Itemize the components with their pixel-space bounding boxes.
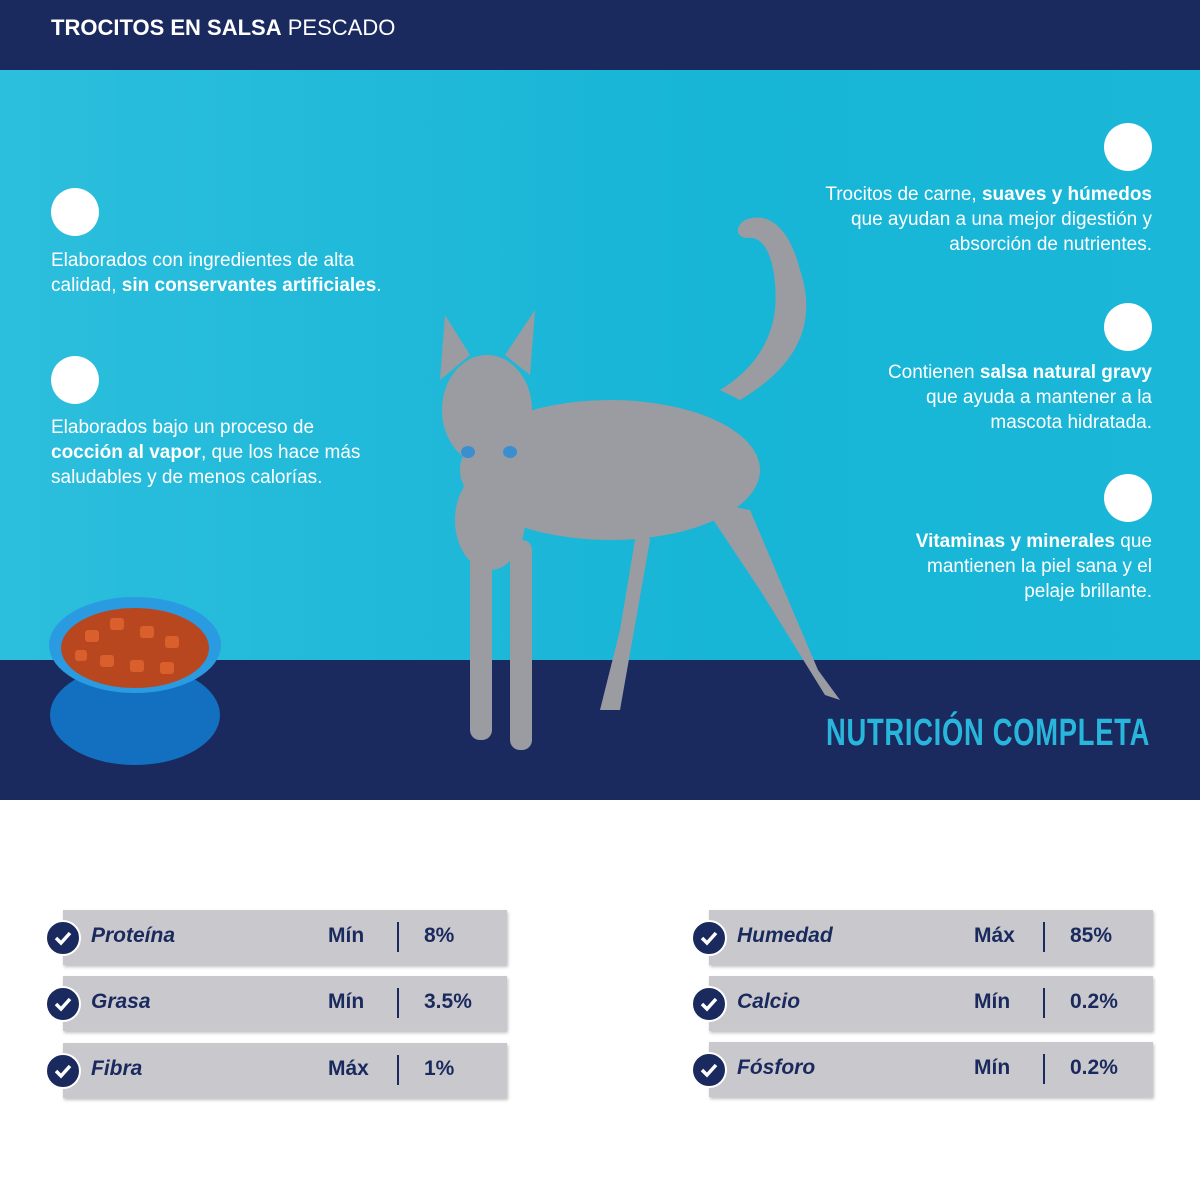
nutrient-row: Humedad Máx 85% bbox=[709, 910, 1153, 965]
cat-eye bbox=[461, 446, 475, 458]
feature-text: Contienen salsa natural gravy que ayuda … bbox=[882, 360, 1152, 435]
check-mark bbox=[700, 997, 718, 1012]
check-icon bbox=[691, 986, 727, 1022]
nutrient-value: 3.5% bbox=[424, 990, 472, 1013]
feature-part: Elaborados con ingredientes de alta cali… bbox=[51, 250, 355, 296]
check-mark bbox=[700, 931, 718, 946]
cat bbox=[440, 217, 840, 750]
nutrient-qualifier: Mín bbox=[974, 990, 1011, 1013]
header-bar bbox=[0, 0, 1200, 70]
feature-bold: salsa natural gravy bbox=[979, 362, 1152, 383]
check-icon bbox=[45, 920, 81, 956]
feature-bold: suaves y húmedos bbox=[981, 184, 1152, 205]
feature-part: que mantienen la piel sana y el pelaje b… bbox=[927, 531, 1152, 602]
feature-part: que ayudan a una mejor digestión y absor… bbox=[850, 209, 1152, 255]
check-icon bbox=[45, 1053, 81, 1089]
skin-icon bbox=[1104, 474, 1152, 522]
nutrient-name: Proteína bbox=[91, 924, 176, 947]
title-rest: PESCADO bbox=[287, 15, 396, 40]
divider bbox=[1043, 922, 1045, 952]
feature-text: Elaborados con ingredientes de alta cali… bbox=[51, 248, 391, 298]
feature-bold: Vitaminas y minerales bbox=[915, 531, 1116, 552]
hero-background bbox=[0, 70, 1200, 660]
illustration bbox=[49, 217, 840, 765]
check-icon bbox=[691, 920, 727, 956]
nutrient-value: 1% bbox=[424, 1057, 455, 1080]
nutrient-row: Grasa Mín 3.5% bbox=[63, 976, 507, 1031]
feature-bold: cocción al vapor bbox=[51, 442, 201, 463]
cat-eye bbox=[503, 446, 517, 458]
nutrient-value: 0.2% bbox=[1070, 990, 1118, 1013]
feature-text: Elaborados bajo un proceso de cocción al… bbox=[51, 415, 371, 490]
divider bbox=[397, 1055, 399, 1085]
bowl-icon bbox=[51, 356, 99, 404]
nutrient-name: Calcio bbox=[737, 990, 801, 1013]
nutrient-qualifier: Máx bbox=[328, 1057, 369, 1080]
check-mark bbox=[54, 931, 72, 946]
bowl-food bbox=[61, 608, 209, 688]
check-icon bbox=[691, 1052, 727, 1088]
feature-part: Trocitos de carne, bbox=[825, 184, 982, 205]
nutrient-name: Fósforo bbox=[737, 1056, 816, 1079]
divider bbox=[397, 988, 399, 1018]
feature-text: Vitaminas y minerales que mantienen la p… bbox=[912, 529, 1152, 604]
nutrient-row: Proteína Mín 8% bbox=[63, 910, 507, 965]
nutrient-qualifier: Mín bbox=[328, 924, 365, 947]
nutrient-qualifier: Mín bbox=[974, 1056, 1011, 1079]
feature-part: , que los hace más saludables y de menos… bbox=[51, 442, 361, 488]
feature-part: que ayuda a mantener a la mascota hidrat… bbox=[925, 387, 1152, 433]
nutrient-value: 0.2% bbox=[1070, 1056, 1118, 1079]
feature-bold: sin conservantes artificiales bbox=[121, 275, 377, 296]
nutrient-name: Fibra bbox=[91, 1057, 143, 1080]
stomach-icon bbox=[1104, 123, 1152, 171]
nutrient-row: Fibra Máx 1% bbox=[63, 1043, 507, 1098]
divider bbox=[1043, 1054, 1045, 1084]
divider bbox=[1043, 988, 1045, 1018]
nutrient-qualifier: Máx bbox=[974, 924, 1015, 947]
check-mark bbox=[54, 997, 72, 1012]
feature-part: Elaborados bajo un proceso de bbox=[51, 417, 315, 438]
check-mark bbox=[54, 1064, 72, 1079]
nutrient-value: 85% bbox=[1070, 924, 1113, 947]
check-mark bbox=[700, 1063, 718, 1078]
nutrient-name: Humedad bbox=[737, 924, 833, 947]
nutrient-name: Grasa bbox=[91, 990, 151, 1013]
feature-part: . bbox=[376, 275, 382, 296]
feature-part: Contienen bbox=[887, 362, 980, 383]
title-bold: TROCITOS EN SALSA bbox=[51, 15, 282, 40]
nutrient-value: 8% bbox=[424, 924, 455, 947]
divider bbox=[397, 922, 399, 952]
title: TROCITOS EN SALSA PESCADO bbox=[51, 15, 395, 41]
drop-icon bbox=[1104, 303, 1152, 351]
leaf-icon bbox=[51, 188, 99, 236]
bowl bbox=[50, 665, 220, 765]
nutrient-qualifier: Mín bbox=[328, 990, 365, 1013]
check-icon bbox=[45, 986, 81, 1022]
nutrient-row: Fósforo Mín 0.2% bbox=[709, 1042, 1153, 1097]
tagline: NUTRICIÓN COMPLETA bbox=[825, 712, 1150, 754]
nutrient-row: Calcio Mín 0.2% bbox=[709, 976, 1153, 1031]
food-chunks bbox=[75, 618, 179, 674]
feature-text: Trocitos de carne, suaves y húmedos que … bbox=[822, 182, 1152, 257]
